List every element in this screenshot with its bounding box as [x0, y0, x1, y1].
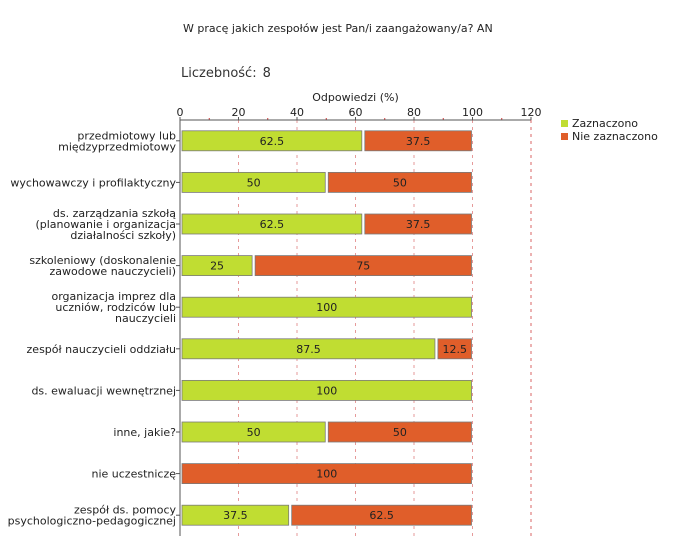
x-tick-label: 0 [177, 106, 184, 119]
data-label: 50 [247, 176, 261, 189]
x-tick-label: 40 [290, 106, 304, 119]
category-label: inne, jakie? [113, 426, 176, 439]
legend-swatch-nie-zaznaczono [561, 133, 568, 140]
category-label: organizacja imprez dla uczniów, rodziców … [51, 290, 176, 325]
bar-zaznaczono [181, 255, 253, 277]
bar-zaznaczono [181, 338, 436, 360]
bar-zaznaczono [181, 296, 472, 318]
bar-nie-zaznaczono [327, 171, 472, 193]
category-label: nie uczestniczę [91, 468, 176, 481]
chart-legend: Zaznaczono Nie zaznaczono [561, 117, 658, 143]
x-tick-label: 120 [521, 106, 542, 119]
data-label: 50 [393, 426, 407, 439]
data-label: 62.5 [260, 218, 285, 231]
category-label: ds. ewaluacji wewnętrznej [31, 384, 176, 397]
data-label: 100 [316, 301, 337, 314]
category-label: zespół nauczycieli oddziału [27, 343, 176, 356]
data-label: 12.5 [442, 343, 467, 356]
category-label: przedmiotowy lub międzyprzedmiotowy [58, 129, 176, 153]
legend-label-nie-zaznaczono: Nie zaznaczono [572, 130, 658, 143]
x-tick-label: 80 [407, 106, 421, 119]
data-label: 100 [316, 384, 337, 397]
data-label: 37.5 [406, 218, 431, 231]
bar-nie-zaznaczono [181, 463, 472, 485]
data-label: 87.5 [296, 343, 321, 356]
bar-zaznaczono [181, 504, 290, 526]
sample-size-value: 8 [262, 66, 271, 81]
sample-size-label: Liczebność: [181, 66, 257, 81]
data-label: 50 [393, 176, 407, 189]
x-tick-label: 60 [349, 106, 363, 119]
x-tick-label: 100 [462, 106, 483, 119]
data-label: 37.5 [223, 509, 248, 522]
data-label: 62.5 [260, 135, 285, 148]
category-label: wychowawczy i profilaktyczny [10, 176, 176, 189]
bar-nie-zaznaczono [327, 421, 472, 443]
category-label: ds. zarządzania szkołą (planowanie i orga… [35, 207, 176, 242]
data-label: 25 [210, 260, 224, 273]
legend-swatch-zaznaczono [561, 120, 568, 127]
bar-nie-zaznaczono [254, 255, 472, 277]
data-label: 75 [356, 260, 370, 273]
x-tick-label: 20 [232, 106, 246, 119]
bar-nie-zaznaczono [364, 130, 472, 152]
bar-nie-zaznaczono [437, 338, 472, 360]
bar-zaznaczono [181, 379, 472, 401]
bar-zaznaczono [181, 421, 326, 443]
bar-nie-zaznaczono [291, 504, 472, 526]
category-label: zespół ds. pomocy psychologiczno-pedagogi… [8, 504, 177, 528]
sample-size: Liczebność: 8 [181, 66, 271, 81]
bar-zaznaczono [181, 213, 363, 235]
bar-zaznaczono [181, 171, 326, 193]
legend-item-nie-zaznaczono: Nie zaznaczono [561, 130, 658, 143]
data-label: 37.5 [406, 135, 431, 148]
legend-item-zaznaczono: Zaznaczono [561, 117, 658, 130]
data-label: 50 [247, 426, 261, 439]
bar-zaznaczono [181, 130, 363, 152]
data-label: 100 [316, 468, 337, 481]
data-label: 62.5 [369, 509, 394, 522]
page-title: W pracę jakich zespołów jest Pan/i zaang… [183, 22, 493, 35]
x-axis-title: Odpowiedzi (%) [312, 91, 399, 104]
legend-label-zaznaczono: Zaznaczono [572, 117, 639, 130]
bar-nie-zaznaczono [364, 213, 472, 235]
category-label: szkoleniowy (doskonalenie zawodowe nauczy… [29, 254, 176, 278]
